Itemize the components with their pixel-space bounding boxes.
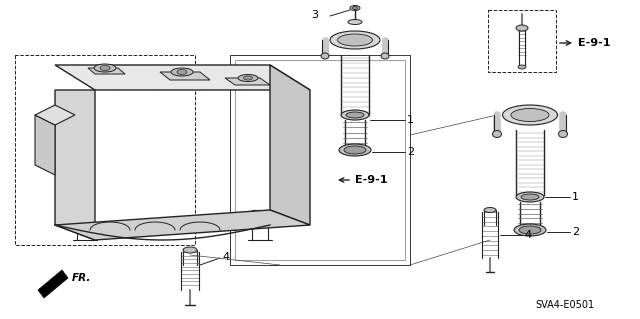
Text: 1: 1 (407, 115, 414, 125)
Ellipse shape (353, 6, 358, 10)
Ellipse shape (339, 144, 371, 156)
Text: E-9-1: E-9-1 (355, 175, 387, 185)
Ellipse shape (511, 108, 549, 122)
Ellipse shape (516, 192, 544, 202)
Ellipse shape (484, 207, 496, 212)
Ellipse shape (330, 31, 380, 49)
Polygon shape (55, 210, 310, 240)
Polygon shape (225, 78, 270, 85)
Polygon shape (35, 105, 75, 125)
Text: 4: 4 (524, 230, 531, 240)
Ellipse shape (171, 68, 193, 76)
Ellipse shape (243, 76, 253, 80)
Ellipse shape (341, 110, 369, 120)
Ellipse shape (516, 25, 528, 31)
Ellipse shape (502, 105, 557, 125)
Ellipse shape (337, 34, 372, 46)
Text: 4: 4 (222, 252, 229, 262)
Ellipse shape (177, 70, 187, 75)
Ellipse shape (381, 53, 389, 59)
Ellipse shape (238, 75, 258, 81)
Polygon shape (55, 65, 310, 90)
Ellipse shape (100, 65, 110, 70)
Ellipse shape (94, 64, 116, 72)
Polygon shape (270, 65, 310, 225)
Polygon shape (160, 72, 210, 80)
Polygon shape (38, 270, 68, 298)
Ellipse shape (521, 194, 539, 200)
Ellipse shape (518, 65, 526, 69)
Ellipse shape (493, 130, 502, 137)
Ellipse shape (514, 224, 546, 236)
Text: SVA4-E0501: SVA4-E0501 (536, 300, 595, 310)
Ellipse shape (346, 112, 364, 118)
Text: E-9-1: E-9-1 (578, 38, 611, 48)
Text: 3: 3 (311, 10, 318, 20)
Text: 2: 2 (407, 147, 414, 157)
Ellipse shape (183, 247, 197, 253)
Polygon shape (35, 115, 55, 175)
Ellipse shape (519, 226, 541, 234)
Polygon shape (88, 68, 125, 74)
Text: 1: 1 (572, 192, 579, 202)
Text: FR.: FR. (72, 273, 92, 283)
Ellipse shape (350, 5, 360, 11)
Ellipse shape (344, 146, 366, 154)
Ellipse shape (559, 130, 568, 137)
Text: 2: 2 (572, 227, 579, 237)
Ellipse shape (321, 53, 329, 59)
Polygon shape (55, 90, 95, 240)
Ellipse shape (348, 19, 362, 25)
